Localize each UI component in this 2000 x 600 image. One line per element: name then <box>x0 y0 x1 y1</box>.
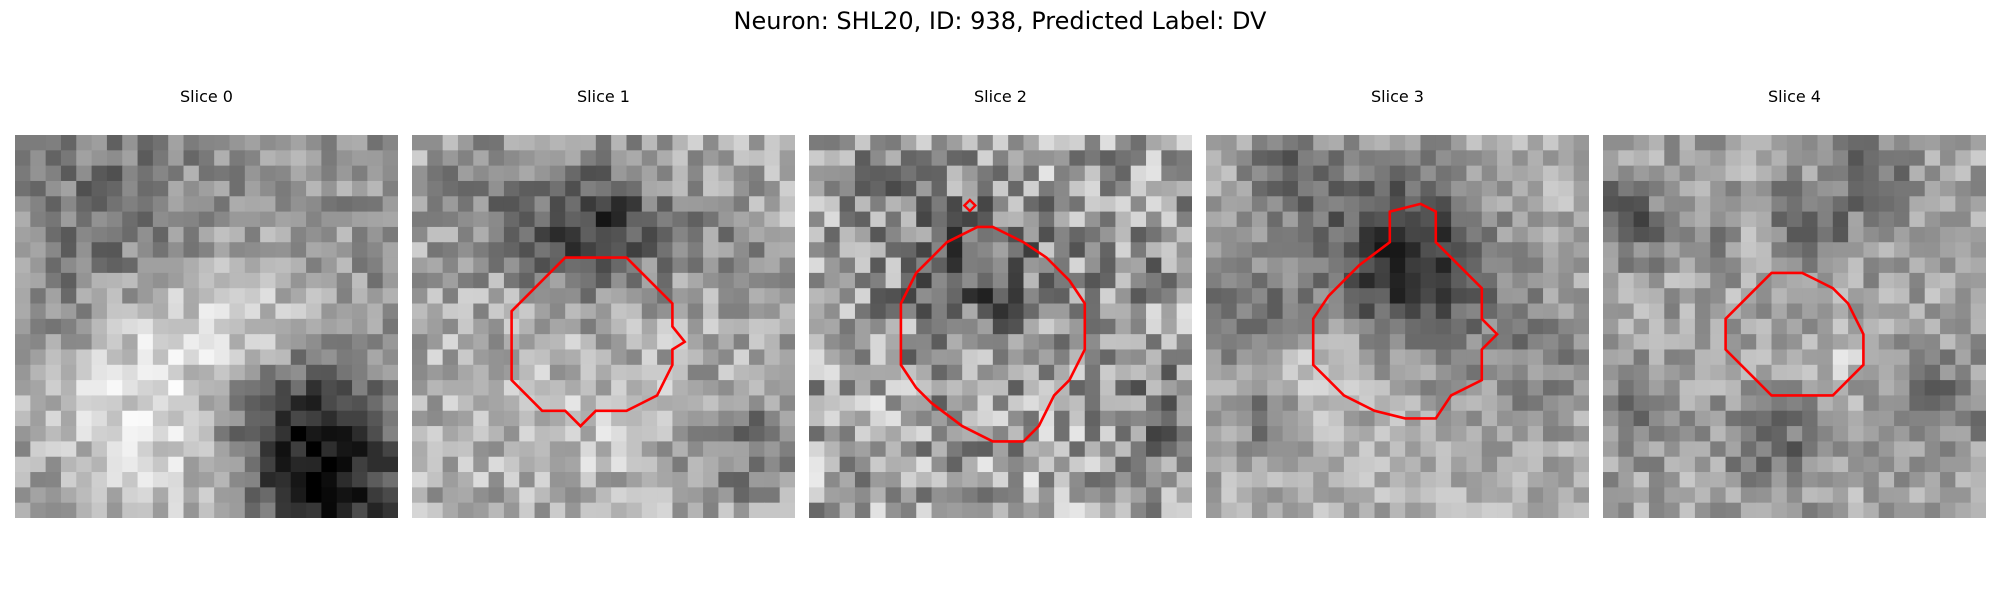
slice-title-4: Slice 4 <box>1768 87 1821 106</box>
segmentation-contour <box>510 256 687 428</box>
segmentation-contour <box>899 225 1087 443</box>
figure-title: Neuron: SHL20, ID: 938, Predicted Label:… <box>733 7 1267 35</box>
slice-title-1: Slice 1 <box>577 87 630 106</box>
slice-image-0 <box>15 135 398 518</box>
segmentation-contour <box>1311 202 1499 420</box>
slice-image-2 <box>809 135 1192 518</box>
slice-title-3: Slice 3 <box>1371 87 1424 106</box>
slice-title-2: Slice 2 <box>974 87 1027 106</box>
segmentation-contour <box>1724 271 1865 397</box>
segmentation-contour-fragment <box>962 198 978 213</box>
slice-image-4 <box>1603 135 1986 518</box>
slice-image-1 <box>412 135 795 518</box>
slice-title-0: Slice 0 <box>180 87 233 106</box>
slice-image-3 <box>1206 135 1589 518</box>
